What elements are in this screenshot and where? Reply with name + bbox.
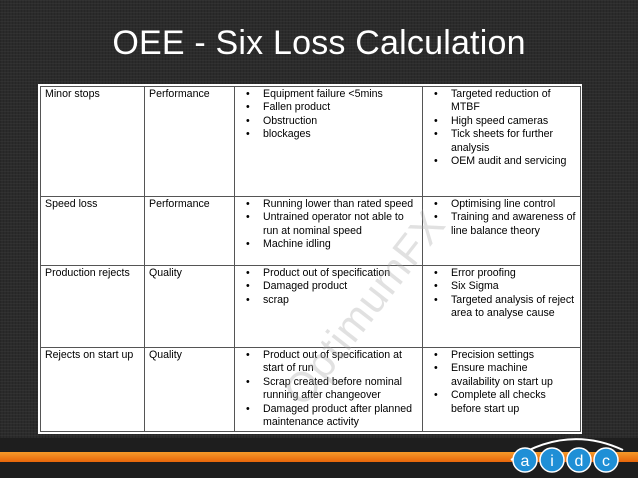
list-item: Error proofing	[434, 267, 576, 281]
actions-list: Error proofing Six Sigma Targeted analys…	[427, 267, 576, 321]
list-item: Complete all checks before start up	[434, 389, 576, 416]
list-item: Product out of specification	[246, 267, 418, 281]
list-item: Equipment failure <5mins	[246, 88, 418, 102]
logo-bubble-a	[512, 447, 538, 473]
list-item: blockages	[246, 128, 418, 142]
loss-cell: Minor stops	[40, 86, 145, 197]
actions-cell: Precision settings Ensure machine availa…	[422, 346, 581, 433]
loss-cell: Rejects on start up	[40, 346, 145, 433]
table-row: Rejects on start up Quality Product out …	[40, 346, 581, 433]
list-item: Tick sheets for further analysis	[434, 128, 576, 155]
logo-letter: i	[550, 453, 554, 470]
list-item: Running lower than rated speed	[246, 198, 418, 212]
causes-cell: Product out of specification Damaged pro…	[234, 265, 423, 348]
loss-cell: Production rejects	[40, 265, 145, 348]
logo-letter: c	[602, 453, 610, 470]
causes-cell: Equipment failure <5mins Fallen product …	[234, 86, 423, 197]
list-item: OEM audit and servicing	[434, 155, 576, 169]
list-item: Precision settings	[434, 349, 576, 363]
actions-list: Precision settings Ensure machine availa…	[427, 349, 576, 416]
list-item: Obstruction	[246, 115, 418, 129]
logo-letter: d	[575, 453, 584, 470]
actions-list: Optimising line control Training and awa…	[427, 198, 576, 238]
list-item: Training and awareness of line balance t…	[434, 211, 576, 238]
loss-cell: Speed loss	[40, 196, 145, 266]
logo-bubble-i	[539, 447, 565, 473]
list-item: Fallen product	[246, 101, 418, 115]
actions-cell: Targeted reduction of MTBF High speed ca…	[422, 86, 581, 197]
logo-bubble-d	[566, 447, 592, 473]
actions-list: Targeted reduction of MTBF High speed ca…	[427, 88, 576, 169]
causes-list: Product out of specification Damaged pro…	[239, 267, 418, 308]
causes-list: Equipment failure <5mins Fallen product …	[239, 88, 418, 142]
list-item: Scrap created before nominal running aft…	[246, 376, 418, 403]
loss-table-container: Minor stops Performance Equipment failur…	[38, 84, 582, 434]
table-row: Minor stops Performance Equipment failur…	[40, 86, 581, 197]
category-cell: Performance	[144, 196, 235, 266]
actions-cell: Optimising line control Training and awa…	[422, 196, 581, 266]
list-item: High speed cameras	[434, 115, 576, 129]
list-item: Machine idling	[246, 238, 418, 252]
slide-title: OEE - Six Loss Calculation	[112, 24, 526, 62]
actions-cell: Error proofing Six Sigma Targeted analys…	[422, 265, 581, 348]
causes-cell: Product out of specification at start of…	[234, 346, 423, 433]
list-item: Targeted analysis of reject area to anal…	[434, 294, 576, 321]
list-item: Damaged product	[246, 280, 418, 294]
list-item: scrap	[246, 294, 418, 308]
list-item: Optimising line control	[434, 198, 576, 212]
list-item: Targeted reduction of MTBF	[434, 88, 576, 115]
table-row: Production rejects Quality Product out o…	[40, 265, 581, 348]
category-cell: Quality	[144, 346, 235, 433]
list-item: Ensure machine availability on start up	[434, 362, 576, 389]
category-cell: Quality	[144, 265, 235, 348]
list-item: Untrained operator not able to run at no…	[246, 211, 418, 238]
footer-accent-stripe	[0, 452, 638, 462]
aidc-logo: a i d c	[510, 438, 624, 473]
causes-list: Running lower than rated speed Untrained…	[239, 198, 418, 252]
logo-letter: a	[521, 453, 530, 470]
causes-cell: Running lower than rated speed Untrained…	[234, 196, 423, 266]
list-item: Damaged product after planned maintenanc…	[246, 403, 418, 430]
table-row: Speed loss Performance Running lower tha…	[40, 196, 581, 266]
six-loss-table: Minor stops Performance Equipment failur…	[40, 86, 581, 433]
list-item: Six Sigma	[434, 280, 576, 294]
list-item: Product out of specification at start of…	[246, 349, 418, 376]
logo-bubble-c	[593, 447, 619, 473]
causes-list: Product out of specification at start of…	[239, 349, 418, 429]
category-cell: Performance	[144, 86, 235, 197]
